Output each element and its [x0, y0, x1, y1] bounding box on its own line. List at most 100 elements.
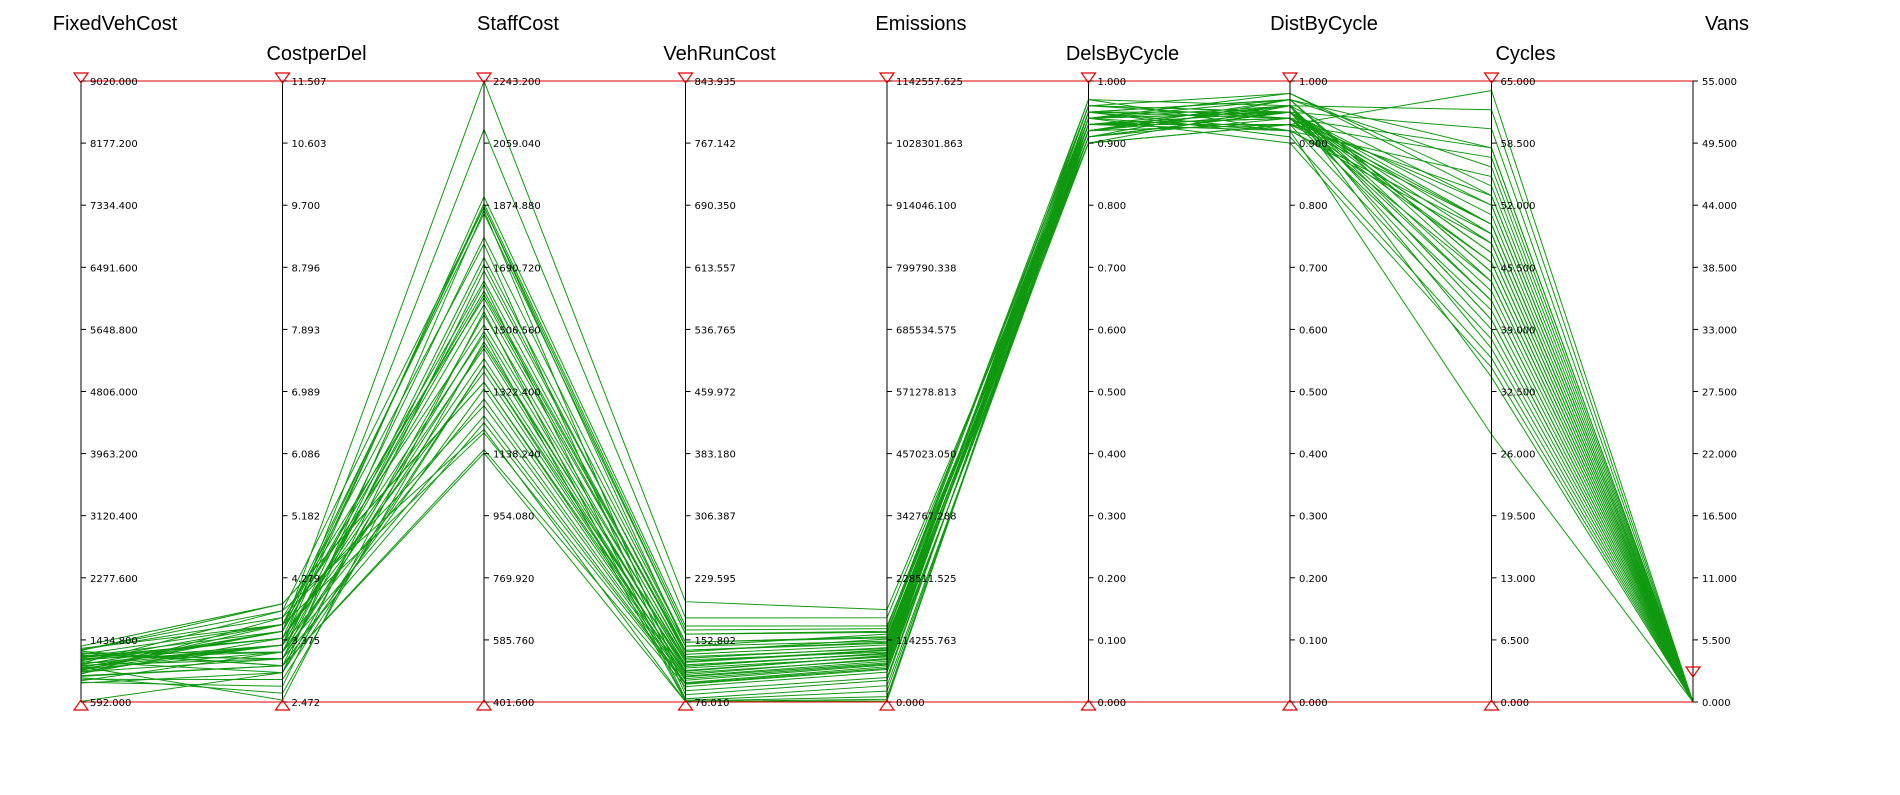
- tick-label: 767.142: [695, 139, 736, 150]
- tick-label: 306.387: [695, 512, 736, 523]
- lower-filter-handle[interactable]: [274, 698, 291, 711]
- lower-filter-handle[interactable]: [72, 698, 90, 711]
- lower-filter-handle[interactable]: [475, 698, 493, 711]
- tick-label: 1028301.863: [896, 139, 963, 150]
- tick-label: 22.000: [1702, 450, 1737, 461]
- tick-label: 3963.200: [90, 450, 138, 461]
- tick-label: 613.557: [695, 263, 736, 274]
- tick-label: 0.700: [1299, 263, 1328, 274]
- tick-label: 1690.720: [493, 263, 541, 274]
- upper-filter-handle[interactable]: [72, 72, 90, 85]
- tick-label: 4806.000: [90, 388, 138, 399]
- tick-label: 2243.200: [493, 77, 541, 88]
- tick-label: 10.603: [292, 139, 327, 150]
- axis-staffcost: 401.600 585.760 769.920 954.080 1138.240 1322…: [475, 13, 559, 711]
- axis-title: Cycles: [1495, 43, 1555, 65]
- tick-label: 799790.338: [896, 263, 956, 274]
- tick-label: 2.472: [292, 698, 321, 709]
- tick-label: 1138.240: [493, 450, 541, 461]
- tick-label: 592.000: [90, 698, 131, 709]
- tick-label: 769.920: [493, 574, 534, 585]
- tick-label: 114255.763: [896, 636, 956, 647]
- tick-label: 26.000: [1501, 450, 1536, 461]
- tick-label: 13.000: [1501, 574, 1536, 585]
- upper-filter-handle[interactable]: [274, 72, 291, 85]
- upper-filter-handle[interactable]: [677, 72, 694, 85]
- tick-label: 0.000: [1702, 698, 1731, 709]
- tick-label: 7334.400: [90, 201, 138, 212]
- lower-filter-handle[interactable]: [1281, 698, 1299, 711]
- tick-label: 0.600: [1299, 325, 1328, 336]
- lower-filter-handle[interactable]: [1483, 698, 1500, 711]
- tick-label: 32.500: [1501, 388, 1536, 399]
- axis-costperdel: 2.472 3.375 4.279 5.182 6.086 6.989 7.893 8.796…: [266, 43, 367, 711]
- axis-title: VehRunCost: [663, 43, 776, 65]
- tick-label: 0.600: [1098, 325, 1127, 336]
- axis-vans: 0.000 5.500 11.000 16.500 22.000 27.500 33.000…: [1684, 13, 1749, 709]
- tick-label: 0.900: [1098, 139, 1127, 150]
- axis-title: StaffCost: [477, 13, 559, 35]
- tick-label: 52.000: [1501, 201, 1536, 212]
- tick-label: 0.700: [1098, 263, 1127, 274]
- lower-filter-handle[interactable]: [1080, 698, 1097, 711]
- axis-title: FixedVehCost: [53, 13, 178, 35]
- tick-label: 49.500: [1702, 139, 1737, 150]
- tick-label: 58.500: [1501, 139, 1536, 150]
- tick-label: 229.595: [695, 574, 736, 585]
- tick-label: 457023.050: [896, 450, 956, 461]
- upper-filter-handle[interactable]: [1080, 72, 1097, 85]
- tick-label: 914046.100: [896, 201, 956, 212]
- tick-label: 55.000: [1702, 77, 1737, 88]
- tick-label: 76.010: [695, 698, 730, 709]
- tick-label: 6.500: [1501, 636, 1530, 647]
- tick-label: 0.100: [1299, 636, 1328, 647]
- tick-label: 0.000: [1098, 698, 1127, 709]
- tick-label: 8.796: [292, 263, 321, 274]
- tick-label: 0.900: [1299, 139, 1328, 150]
- tick-label: 0.000: [896, 698, 925, 709]
- tick-label: 1506.560: [493, 325, 541, 336]
- axis-cycles: 0.000 6.500 13.000 19.500 26.000 32.500 39.000…: [1483, 43, 1556, 711]
- tick-label: 401.600: [493, 698, 534, 709]
- axis-title: Emissions: [875, 13, 966, 35]
- tick-label: 0.200: [1098, 574, 1127, 585]
- tick-label: 571278.813: [896, 388, 956, 399]
- tick-label: 585.760: [493, 636, 534, 647]
- tick-label: 843.935: [695, 77, 736, 88]
- tick-label: 19.500: [1501, 512, 1536, 523]
- tick-label: 4.279: [292, 574, 321, 585]
- tick-label: 38.500: [1702, 263, 1737, 274]
- axis-emissions: 0.000 114255.763 228511.525 342767.288 45702…: [875, 13, 967, 711]
- vans-filter-handle[interactable]: [1684, 666, 1702, 679]
- axis-vehruncost: 76.010 152.802 229.595 306.387 383.180 459.97…: [663, 43, 776, 711]
- tick-label: 0.300: [1299, 512, 1328, 523]
- tick-label: 0.100: [1098, 636, 1127, 647]
- tick-label: 3.375: [292, 636, 321, 647]
- upper-filter-handle[interactable]: [878, 72, 896, 85]
- tick-label: 1.000: [1098, 77, 1127, 88]
- lower-filter-handle[interactable]: [677, 698, 694, 711]
- tick-label: 5.182: [292, 512, 321, 523]
- tick-label: 5648.800: [90, 325, 138, 336]
- tick-label: 690.350: [695, 201, 736, 212]
- lower-filter-handle[interactable]: [878, 698, 896, 711]
- tick-label: 685534.575: [896, 325, 956, 336]
- tick-label: 0.000: [1299, 698, 1328, 709]
- tick-label: 0.500: [1299, 388, 1328, 399]
- tick-label: 0.800: [1299, 201, 1328, 212]
- tick-label: 0.400: [1098, 450, 1127, 461]
- upper-filter-handle[interactable]: [1483, 72, 1500, 85]
- upper-filter-handle[interactable]: [1281, 72, 1299, 85]
- tick-label: 0.000: [1501, 698, 1530, 709]
- axis-delsbycycle: 0.000 0.100 0.200 0.300 0.400 0.500 0.600 0.700…: [1066, 43, 1179, 711]
- tick-label: 39.000: [1501, 325, 1536, 336]
- tick-label: 536.765: [695, 325, 736, 336]
- upper-filter-handle[interactable]: [475, 72, 493, 85]
- tick-label: 1874.880: [493, 201, 541, 212]
- tick-label: 459.972: [695, 388, 736, 399]
- tick-label: 5.500: [1702, 636, 1731, 647]
- axis-fixedvehcost: 592.000 1434.800 2277.600 3120.400 3963.200 4…: [53, 13, 178, 711]
- tick-label: 2059.040: [493, 139, 541, 150]
- tick-label: 44.000: [1702, 201, 1737, 212]
